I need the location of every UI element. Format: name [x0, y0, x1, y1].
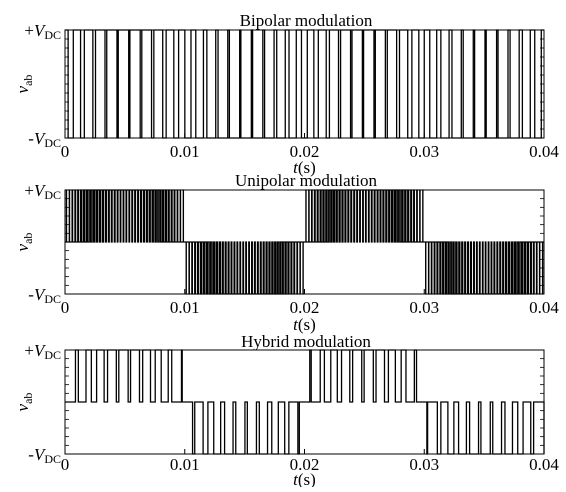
right-minor-ticks [540, 358, 544, 446]
y-tick-label: +VDC [24, 341, 61, 362]
x-tick-label: 0.01 [170, 142, 200, 161]
x-tick-label: 0.02 [290, 298, 320, 317]
waveform-series [65, 29, 544, 139]
x-tick-label: 0.03 [409, 298, 439, 317]
panel-title: Unipolar modulation [235, 171, 378, 190]
x-axis-label: t(s) [293, 470, 316, 487]
x-axis-label: t(s) [293, 315, 316, 334]
x-tick-label: 0.02 [290, 455, 320, 474]
x-tick-label: 0 [61, 455, 70, 474]
y-axis-label: vab [13, 75, 35, 94]
panel-title: Bipolar modulation [240, 11, 373, 30]
waveform-series [65, 349, 545, 455]
y-tick-label: -VDC [28, 285, 61, 306]
y-tick-label: -VDC [28, 129, 61, 150]
x-tick-label: 0.03 [409, 455, 439, 474]
x-tick-label: 0.03 [409, 142, 439, 161]
x-axis-label: t(s) [293, 158, 316, 177]
y-axis-label: vab [13, 393, 35, 412]
x-tick-label: 0 [61, 298, 70, 317]
y-tick-label: +VDC [24, 181, 61, 202]
x-tick-label: 0.04 [529, 142, 559, 161]
panel-title: Hybrid modulation [241, 332, 371, 351]
waveform-series [65, 189, 544, 295]
panel-3: Hybrid modulation 0 0.01 0.02 0.03 0.04 t(s) +V… [13, 332, 559, 489]
y-tick-label: +VDC [24, 21, 61, 42]
x-tick-label: 0.04 [529, 298, 559, 317]
x-tick-label: 0.01 [170, 455, 200, 474]
plot-frame [64, 29, 545, 139]
x-tick-label: 0.04 [529, 455, 559, 474]
panel-2: Unipolar modulation 0 0.01 0.02 0.03 0.04 t(s)… [13, 171, 559, 334]
x-tick-label: 0.01 [170, 298, 200, 317]
x-tick-label: 0 [61, 142, 70, 161]
right-minor-ticks [540, 38, 544, 130]
y-axis-label: vab [13, 233, 35, 252]
panel-1: Bipolar modulation 0 0.01 0.02 0.03 0.04 t(s) +… [13, 11, 559, 177]
y-tick-label: -VDC [28, 445, 61, 466]
x-tick-label: 0.02 [290, 142, 320, 161]
